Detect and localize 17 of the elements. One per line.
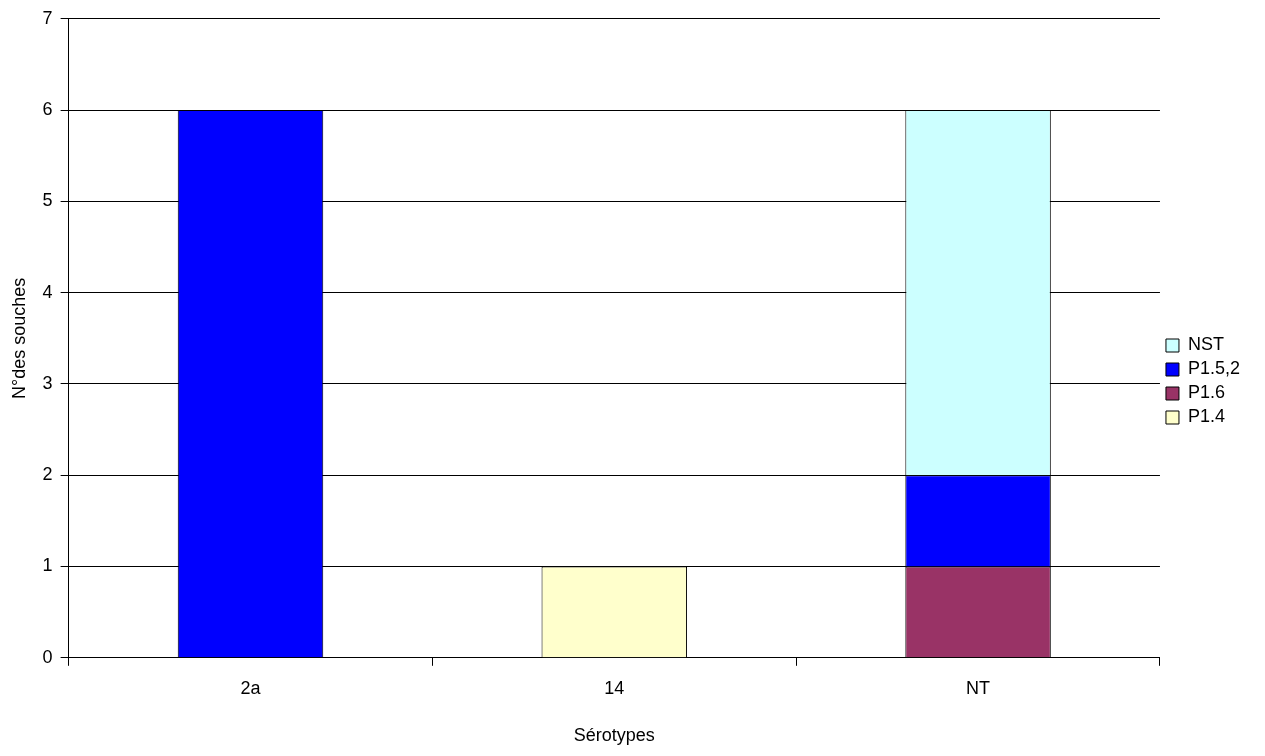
y-tick-label: 0 bbox=[42, 646, 53, 667]
y-tick-label: 6 bbox=[42, 99, 53, 120]
legend-label: P1.6 bbox=[1187, 382, 1225, 403]
x-tick-label: 2a bbox=[240, 677, 262, 698]
y-axis-title: N°des souches bbox=[8, 277, 29, 399]
legend-label: P1.4 bbox=[1187, 406, 1225, 427]
x-axis-title: Sérotypes bbox=[573, 725, 655, 746]
x-tick-label: 14 bbox=[604, 677, 625, 698]
y-tick-label: 7 bbox=[42, 7, 53, 28]
y-tick-label: 4 bbox=[42, 281, 53, 302]
legend-label: NST bbox=[1187, 334, 1224, 355]
y-tick-label: 1 bbox=[42, 555, 53, 576]
y-tick-label: 5 bbox=[42, 190, 53, 211]
y-tick-label: 3 bbox=[42, 372, 53, 393]
y-tick-label: 2 bbox=[42, 464, 53, 485]
x-tick-label: NT bbox=[966, 677, 991, 698]
legend-label: P1.5,2 bbox=[1187, 358, 1241, 379]
